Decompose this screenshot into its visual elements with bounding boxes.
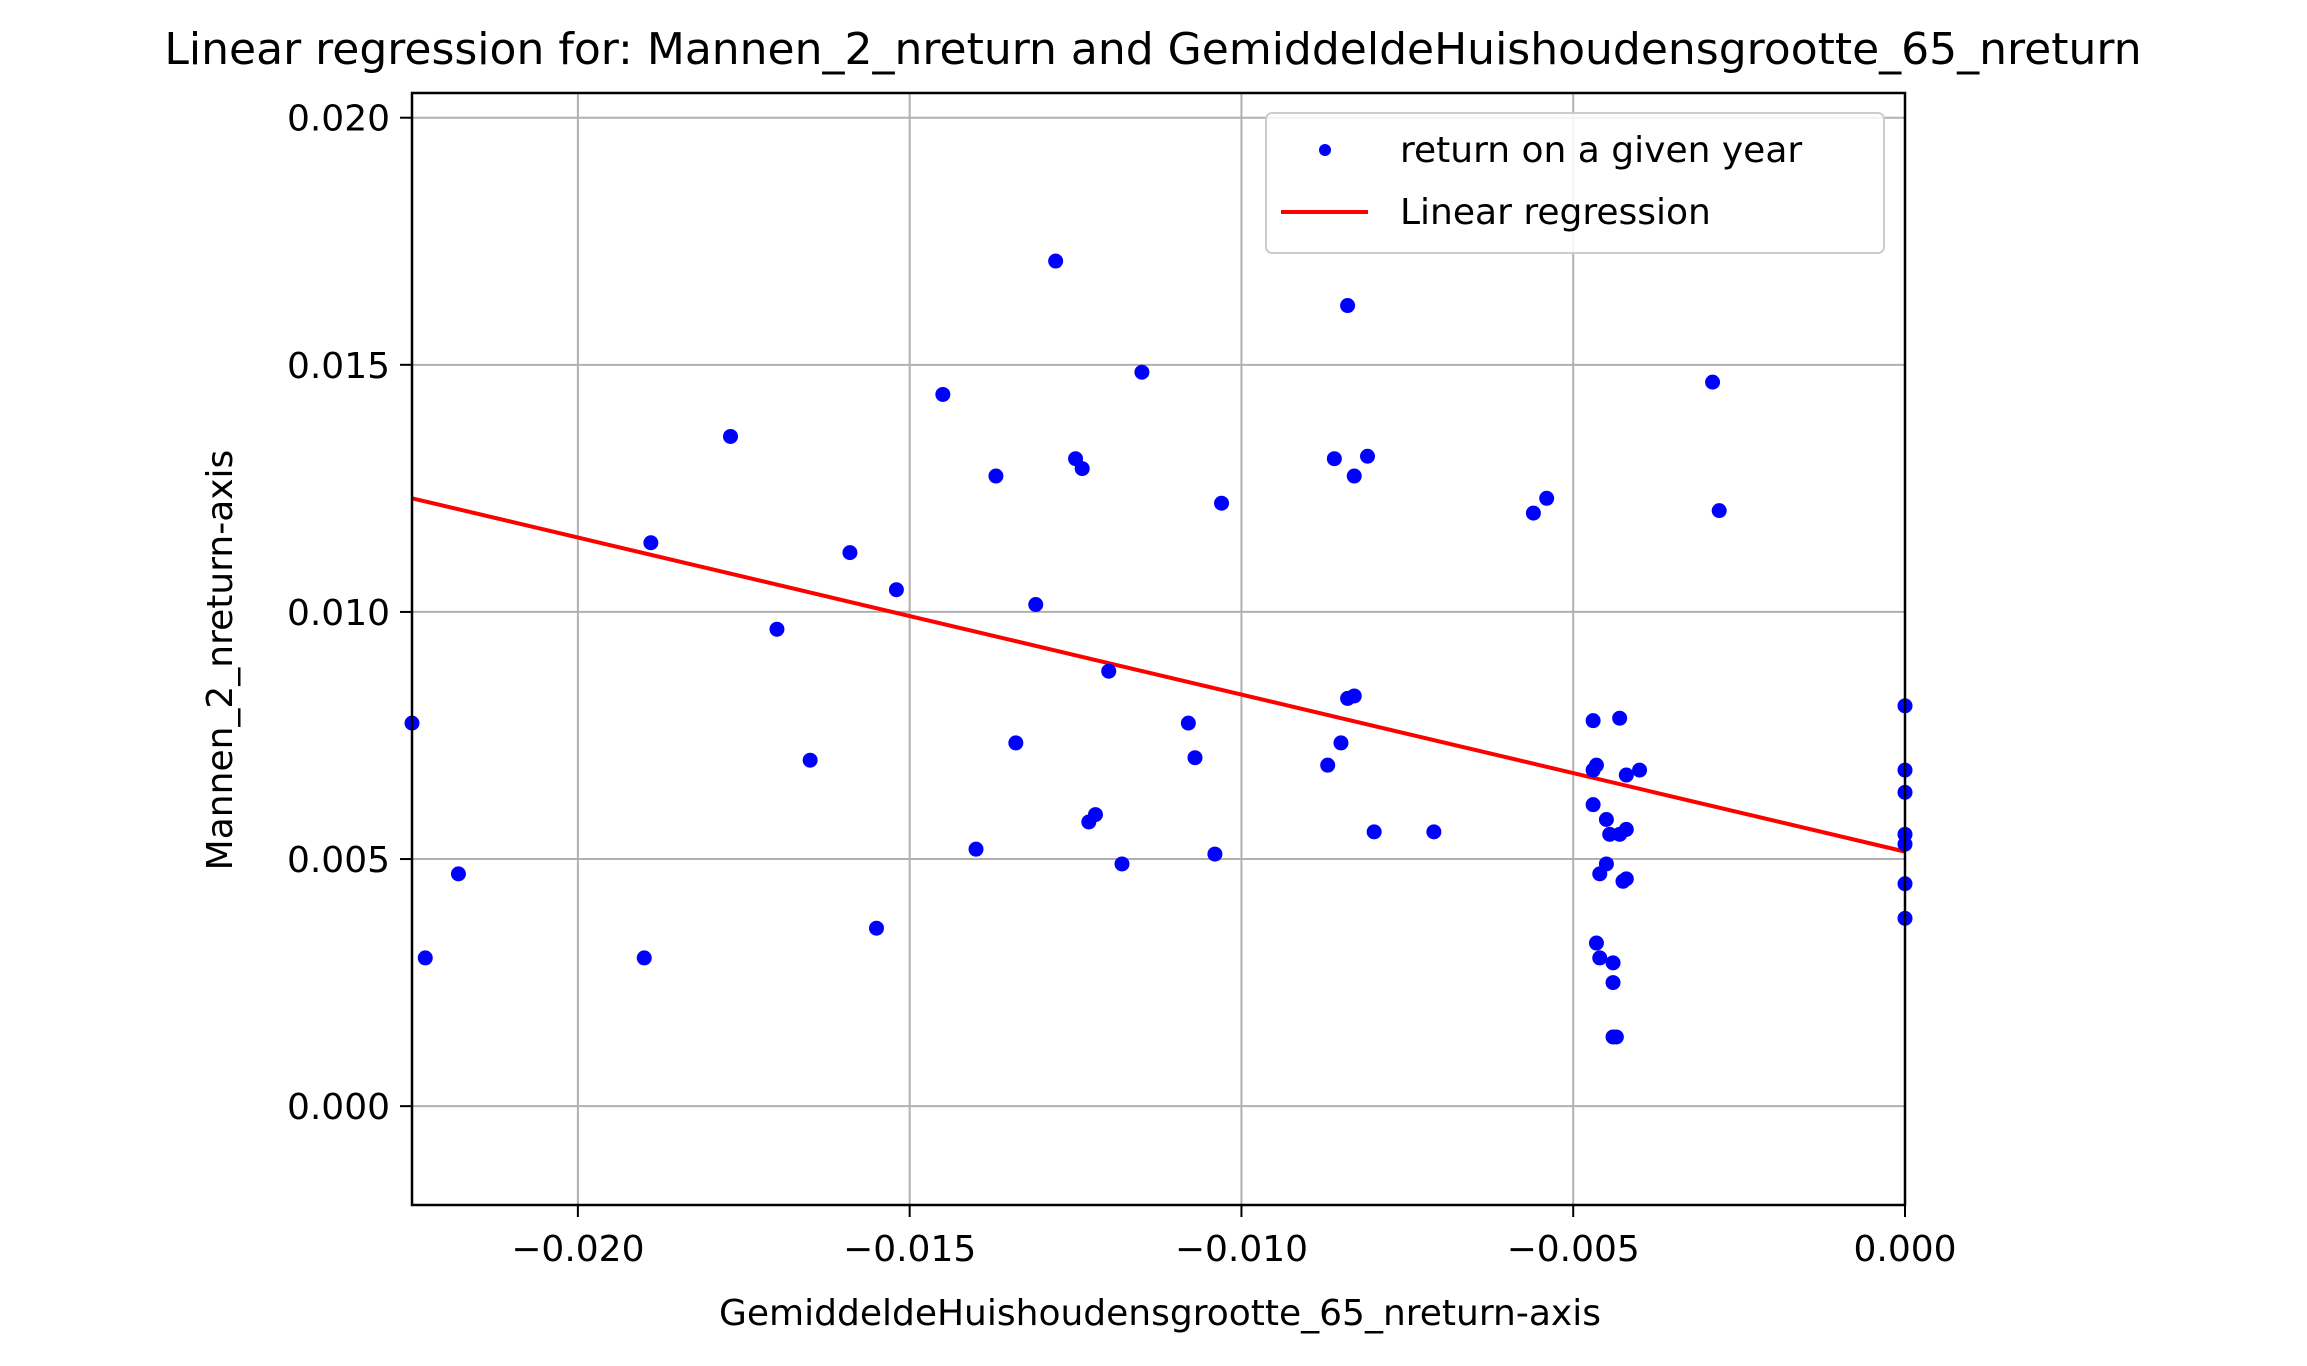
regression-line-group: [411, 496, 1906, 854]
scatter-point: [1207, 846, 1223, 862]
scatter-point: [1180, 715, 1196, 731]
y-axis-ticks: 0.000 0.005 0.010 0.015 0.020: [287, 99, 412, 1128]
scatter-point: [1326, 451, 1342, 467]
legend-box: [1265, 112, 1885, 254]
regression-line: [411, 496, 1906, 854]
scatter-point: [1048, 253, 1064, 269]
scatter-point: [988, 468, 1004, 484]
scatter-point: [802, 752, 818, 768]
x-tick-label: 0.000: [1853, 1229, 1956, 1270]
scatter-point: [1525, 505, 1541, 521]
scatter-point: [968, 841, 984, 857]
scatter-point: [1605, 955, 1621, 971]
x-tick-label: −0.005: [1507, 1229, 1640, 1270]
scatter-point: [1214, 495, 1230, 511]
scatter-point: [1605, 1029, 1621, 1045]
scatter-point: [1618, 871, 1634, 887]
scatter-point: [1008, 735, 1024, 751]
scatter-point: [868, 920, 884, 936]
scatter-point: [1598, 856, 1614, 872]
scatter-point: [1585, 713, 1601, 729]
x-tick-label: −0.015: [843, 1229, 976, 1270]
legend-marker-scatter: [1319, 144, 1331, 156]
scatter-point: [1320, 757, 1336, 773]
scatter-point: [842, 545, 858, 561]
chart-title: Linear regression for: Mannen_2_nreturn …: [164, 24, 2141, 75]
scatter-point: [643, 535, 659, 551]
y-tick-label: 0.005: [287, 840, 390, 881]
legend: return on a given year Linear regression: [1265, 112, 1885, 254]
scatter-point: [1705, 374, 1721, 390]
legend-label-regression: Linear regression: [1400, 192, 1711, 233]
scatter-point: [1340, 298, 1356, 314]
scatter-point: [1134, 364, 1150, 380]
scatter-point: [1114, 856, 1130, 872]
scatter-point: [1101, 663, 1117, 679]
scatter-point: [1588, 757, 1604, 773]
scatter-point: [1187, 750, 1203, 766]
x-tick-label: −0.010: [1175, 1229, 1308, 1270]
scatter-point: [417, 950, 433, 966]
scatter-point: [1605, 975, 1621, 991]
x-axis-ticks: −0.020 −0.015 −0.010 −0.005 0.000: [511, 1205, 1957, 1270]
scatter-point: [1087, 807, 1103, 823]
scatter-point: [1539, 490, 1555, 506]
scatter-point: [450, 866, 466, 882]
x-axis-label: GemiddeldeHuishoudensgrootte_65_nreturn-…: [719, 1293, 1601, 1334]
plot-frame: [410, 91, 1907, 1207]
scatter-point: [1346, 468, 1362, 484]
y-tick-label: 0.000: [287, 1087, 390, 1128]
scatter-point: [769, 621, 785, 637]
scatter-point: [935, 386, 951, 402]
scatter-point: [723, 428, 739, 444]
scatter-point: [888, 582, 904, 598]
y-tick-label: 0.020: [287, 99, 390, 140]
scatter-point: [1028, 597, 1044, 613]
scatter-point: [1711, 503, 1727, 519]
scatter-point: [636, 950, 652, 966]
x-tick-label: −0.020: [511, 1229, 644, 1270]
scatter-point: [1360, 448, 1376, 464]
scatter-point: [1632, 762, 1648, 778]
scatter-point: [1618, 767, 1634, 783]
scatter-point: [1592, 950, 1608, 966]
scatter-point: [1618, 821, 1634, 837]
scatter-point: [1612, 710, 1628, 726]
scatter-point: [1585, 797, 1601, 813]
scatter-point: [1588, 935, 1604, 951]
y-axis-label: Mannen_2_nreturn-axis: [200, 450, 241, 871]
scatter-point: [1598, 812, 1614, 828]
scatter-point: [1333, 735, 1349, 751]
y-tick-label: 0.010: [287, 593, 390, 634]
scatter-point: [1346, 688, 1362, 704]
scatter-point: [1426, 824, 1442, 840]
scatter-point: [1074, 461, 1090, 477]
scatter-point: [1366, 824, 1382, 840]
y-tick-label: 0.015: [287, 346, 390, 387]
legend-label-scatter: return on a given year: [1400, 130, 1802, 171]
